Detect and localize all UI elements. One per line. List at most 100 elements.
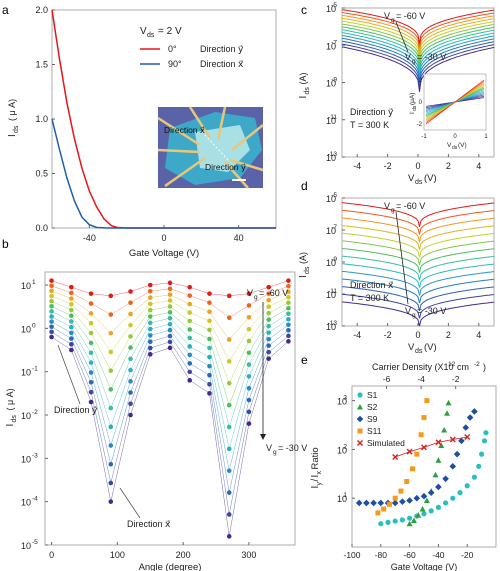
y-axis-label-sub1: y bbox=[316, 482, 323, 486]
y-tick-label: 0.5 bbox=[35, 169, 48, 179]
data-point bbox=[128, 334, 133, 339]
x-tick-label: -40 bbox=[83, 233, 96, 243]
legend-label: Direction y⃗ bbox=[200, 44, 244, 54]
data-point bbox=[108, 405, 114, 411]
data-point bbox=[49, 298, 54, 304]
vg-bottom-sub: g bbox=[412, 58, 416, 65]
data-point bbox=[187, 352, 193, 358]
data-point-s2 bbox=[423, 497, 430, 503]
y-tick-label: 10 bbox=[21, 541, 31, 551]
x-marker-stroke bbox=[421, 444, 427, 451]
iv-curve bbox=[342, 29, 495, 70]
y-tick-exp: -13 bbox=[328, 151, 338, 158]
data-point-s2 bbox=[432, 471, 439, 478]
top-tick-label: -2 bbox=[452, 374, 460, 384]
data-point bbox=[108, 424, 114, 430]
electrode bbox=[216, 106, 227, 141]
data-point bbox=[286, 328, 291, 333]
data-point bbox=[207, 354, 212, 360]
data-point bbox=[286, 316, 291, 322]
legend-title-value: = 2 V bbox=[158, 26, 182, 37]
data-point-s11 bbox=[414, 451, 420, 457]
data-point bbox=[69, 284, 74, 290]
data-point bbox=[286, 278, 291, 283]
vg-top-value: = -60 V bbox=[259, 288, 288, 298]
data-point bbox=[246, 421, 252, 426]
inset-plot: -1 0 1 2 0 -2 V ds (V) Ids (μA) bbox=[409, 73, 488, 151]
x-tick-label: -4 bbox=[353, 330, 361, 340]
iv-curve bbox=[342, 35, 495, 77]
vg-arrow bbox=[395, 21, 409, 53]
data-point-s1 bbox=[378, 521, 384, 527]
x-tick-label: 2 bbox=[446, 330, 451, 340]
data-point bbox=[246, 350, 252, 356]
x-tick-label: 0 bbox=[49, 550, 54, 560]
data-point-s1 bbox=[399, 517, 405, 523]
data-point-s2 bbox=[435, 457, 442, 463]
data-point bbox=[226, 337, 232, 342]
data-point bbox=[187, 284, 193, 290]
data-point bbox=[88, 350, 94, 356]
y-axis-label-group: Ids (A) bbox=[298, 73, 311, 99]
data-point bbox=[147, 301, 153, 307]
x-marker-stroke bbox=[464, 433, 471, 440]
x-tick-label: 200 bbox=[176, 550, 191, 560]
y-tick-label: 10 bbox=[21, 411, 31, 421]
x-tick-label: -20 bbox=[461, 550, 474, 560]
data-point bbox=[69, 290, 74, 296]
data-point-s9 bbox=[466, 414, 474, 421]
x-marker-stroke bbox=[449, 436, 456, 443]
y-axis-label-unit: (A) bbox=[298, 252, 308, 264]
x-tick-label: 40 bbox=[234, 233, 244, 243]
data-point bbox=[226, 490, 232, 495]
data-point bbox=[266, 284, 271, 290]
data-point-simulated bbox=[435, 439, 442, 446]
vg-top-label: V bbox=[384, 11, 390, 21]
y-tick-label: 2.0 bbox=[35, 5, 48, 15]
y-tick-exp: 2 bbox=[343, 443, 347, 450]
temperature-label: T = 300 K bbox=[350, 293, 389, 303]
y-axis-label-group: Iy/Ix Ratio bbox=[310, 447, 323, 488]
data-point bbox=[49, 278, 54, 283]
data-point bbox=[128, 311, 133, 317]
data-point bbox=[49, 283, 54, 289]
y-tick-base: 10 bbox=[326, 290, 336, 300]
data-point bbox=[69, 347, 74, 353]
data-point bbox=[69, 336, 74, 341]
data-point bbox=[147, 333, 153, 338]
iv-curve bbox=[342, 202, 495, 227]
x-axis-label: V bbox=[408, 342, 415, 353]
data-point bbox=[167, 292, 173, 297]
data-point-s9 bbox=[413, 494, 421, 502]
data-point bbox=[167, 333, 173, 339]
y-tick-base: 10 bbox=[326, 79, 336, 89]
legend-marker-s2 bbox=[357, 404, 363, 410]
direction-arrow-line bbox=[204, 134, 229, 161]
data-point bbox=[167, 327, 173, 333]
y-axis-label-unit: (A) bbox=[298, 73, 308, 85]
iv-curve bbox=[342, 286, 495, 311]
data-point bbox=[226, 380, 232, 386]
data-point bbox=[69, 319, 74, 324]
data-point bbox=[167, 298, 173, 303]
x-axis-label-unit: (V) bbox=[424, 173, 437, 184]
inset-x-label: V bbox=[447, 142, 452, 149]
data-point bbox=[108, 443, 114, 448]
x-marker-stroke bbox=[435, 439, 442, 446]
plot-frame bbox=[44, 271, 296, 546]
data-point bbox=[128, 390, 133, 395]
data-point-s9 bbox=[471, 408, 478, 415]
direction-y-label: Direction y⃗ bbox=[54, 405, 98, 415]
y-tick-exp: -11 bbox=[328, 114, 337, 121]
y-axis-label-group: Ids ( μ A) bbox=[7, 99, 20, 137]
data-point-s2 bbox=[438, 442, 445, 449]
electrode bbox=[224, 161, 249, 189]
data-point-s1 bbox=[421, 511, 427, 517]
y-tick-base: 10 bbox=[337, 494, 347, 504]
x-tick-label: -80 bbox=[375, 550, 388, 560]
inset-y-label-unit: (μA) bbox=[409, 93, 416, 105]
panel-letter-b: b bbox=[2, 237, 9, 251]
legend-name: 90° bbox=[168, 59, 182, 69]
data-point bbox=[128, 322, 133, 328]
data-point-s1 bbox=[443, 500, 449, 506]
